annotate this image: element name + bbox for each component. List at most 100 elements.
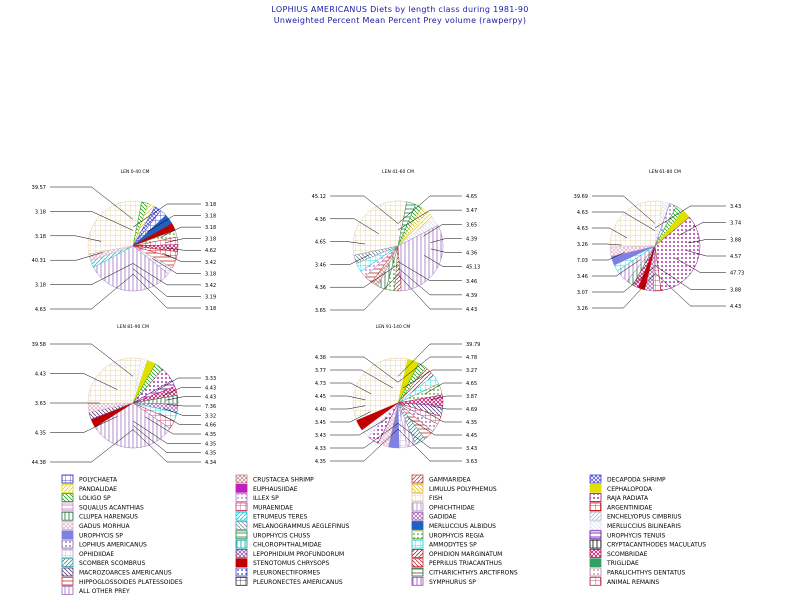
leader-line bbox=[592, 211, 656, 231]
leader-line bbox=[686, 250, 726, 257]
leader-line bbox=[50, 416, 118, 433]
pie-2: LEN 41-60 CM 45.12 4.36 4.65 3.46 4.36 3.65 4.6… bbox=[312, 169, 481, 314]
legend-label: TRIGLIDAE bbox=[606, 560, 639, 567]
leader-line bbox=[678, 222, 726, 236]
legend-swatch bbox=[235, 558, 248, 568]
slice-label: 4.62 bbox=[205, 248, 216, 254]
pie-title: LEN 0-40 CM bbox=[121, 169, 150, 175]
legend-swatch bbox=[589, 539, 602, 549]
pie-slice bbox=[87, 200, 142, 255]
legend-label: ALL OTHER PREY bbox=[79, 588, 130, 595]
slice-label: 3.88 bbox=[730, 287, 741, 293]
leader-line bbox=[423, 224, 462, 237]
leader-line bbox=[430, 405, 462, 410]
legend-item: MERLUCCIUS ALBIDUS bbox=[411, 521, 496, 530]
legend-item: MERLUCCIUS BILINEARIS bbox=[589, 521, 681, 530]
leader-line bbox=[674, 257, 726, 273]
pie-slice bbox=[352, 357, 409, 421]
slice-label: 4.38 bbox=[315, 355, 326, 361]
legend-swatch bbox=[61, 539, 74, 549]
legend-swatch bbox=[589, 502, 602, 512]
leader-line bbox=[397, 343, 462, 377]
slice-label: 40.31 bbox=[32, 258, 46, 264]
legend-item: CITHARICHTHYS ARCTIFRONS bbox=[411, 567, 518, 577]
legend-label: ANIMAL REMAINS bbox=[607, 579, 659, 586]
legend-item: MELANOGRAMMUS AEGLEFINUS bbox=[235, 521, 350, 530]
legend-item: PANDALIDAE bbox=[61, 483, 117, 493]
leader-line bbox=[132, 263, 201, 286]
slice-label: 3.07 bbox=[577, 290, 588, 296]
slice-label: 4.45 bbox=[466, 433, 477, 439]
legend-swatch bbox=[235, 549, 248, 558]
slice-label: 3.26 bbox=[577, 306, 588, 312]
slice-label: 3.33 bbox=[205, 376, 216, 382]
slice-label: 45.12 bbox=[312, 194, 326, 200]
legend-item: ENCHELYOPUS CIMBRIUS bbox=[589, 511, 682, 521]
leader-line bbox=[50, 274, 134, 310]
pie-title: LEN 91-140 CM bbox=[376, 324, 411, 330]
legend-item: POLYCHAETA bbox=[61, 474, 118, 484]
slice-label: 3.43 bbox=[466, 446, 477, 452]
legend-item: CEPHALOPODA bbox=[589, 483, 653, 493]
legend-swatch bbox=[61, 576, 74, 586]
legend-swatch bbox=[411, 493, 424, 503]
legend-label: HIPPOGLOSSOIDES PLATESSOIDES bbox=[79, 579, 183, 586]
legend-item: SYMPHURUS SP bbox=[411, 576, 476, 586]
leader-line bbox=[330, 405, 366, 410]
leader-line bbox=[592, 259, 641, 277]
legend-label: DECAPODA SHRIMP bbox=[607, 477, 666, 484]
slice-label: 3.18 bbox=[205, 237, 216, 243]
slice-label: 3.32 bbox=[205, 413, 216, 419]
leader-line bbox=[430, 395, 462, 401]
legend-label: SYMPHURUS SP bbox=[429, 579, 476, 586]
legend-label: RAJA RADIATA bbox=[607, 495, 649, 502]
slice-label: 4.35 bbox=[205, 451, 216, 457]
legend-swatch bbox=[589, 549, 602, 558]
legend-swatch bbox=[589, 493, 602, 503]
slice-label: 4.36 bbox=[315, 217, 326, 223]
leader-line bbox=[424, 255, 462, 267]
leader-line bbox=[397, 267, 462, 296]
legend-swatch bbox=[411, 502, 424, 512]
leader-line bbox=[50, 186, 134, 220]
legend-item: ETRUMEUS TERES bbox=[235, 511, 308, 521]
pie-4: LEN 81-90 CM 39.58 4.43 3.63 4.35 44.38 3.33 4.… bbox=[32, 324, 216, 466]
slice-label: 4.35 bbox=[315, 459, 326, 465]
pie-slice bbox=[654, 216, 701, 291]
legend-label: GADIDAE bbox=[429, 514, 457, 521]
legend-label: UROPHYCIS TENUIS bbox=[607, 532, 666, 539]
legend-item: CLUPEA HARENGUS bbox=[61, 511, 138, 521]
pie-slice bbox=[94, 402, 171, 449]
legend-label: MURAENIDAE bbox=[253, 504, 293, 511]
leader-line bbox=[132, 203, 201, 228]
slice-label: 3.87 bbox=[466, 394, 477, 400]
slice-label: 4.34 bbox=[205, 460, 216, 466]
slice-label: 39.57 bbox=[32, 185, 46, 191]
legend-swatch bbox=[589, 474, 602, 484]
leader-line bbox=[330, 274, 399, 311]
pie-3: LEN 61-80 CM 39.69 4.63 4.63 3.26 7.03 3.46 3.0… bbox=[574, 169, 745, 312]
legend-label: CEPHALOPODA bbox=[607, 486, 653, 493]
leader-line bbox=[132, 429, 201, 463]
leader-line bbox=[425, 411, 462, 423]
legend-swatch bbox=[589, 521, 602, 530]
leader-line bbox=[397, 356, 462, 383]
legend-label: ARGENTINIDAE bbox=[607, 504, 653, 511]
leader-line bbox=[397, 209, 462, 231]
leader-line bbox=[160, 226, 201, 238]
legend-swatch bbox=[411, 521, 424, 530]
pies-layer: LEN 0-40 CM 39.57 3.18 3.18 40.31 3.18 4.63 3.1… bbox=[32, 169, 745, 466]
legend-swatch bbox=[235, 483, 248, 493]
slice-label: 4.65 bbox=[466, 194, 477, 200]
pie-title: LEN 81-90 CM bbox=[117, 324, 149, 330]
legend-swatch bbox=[235, 539, 248, 549]
legend-item: OPHIDION MARGINATUM bbox=[411, 549, 502, 558]
leader-line bbox=[654, 265, 726, 290]
slice-label: 4.35 bbox=[205, 441, 216, 447]
legend-label: OPHICHTHIDAE bbox=[429, 504, 475, 511]
legend-label: LIMULUS POLYPHEMUS bbox=[429, 486, 497, 493]
legend-label: PARALICHTHYS DENTATUS bbox=[607, 570, 686, 577]
legend-label: CHLOROPHTHALMIDAE bbox=[253, 542, 322, 549]
leader-line bbox=[330, 411, 371, 423]
